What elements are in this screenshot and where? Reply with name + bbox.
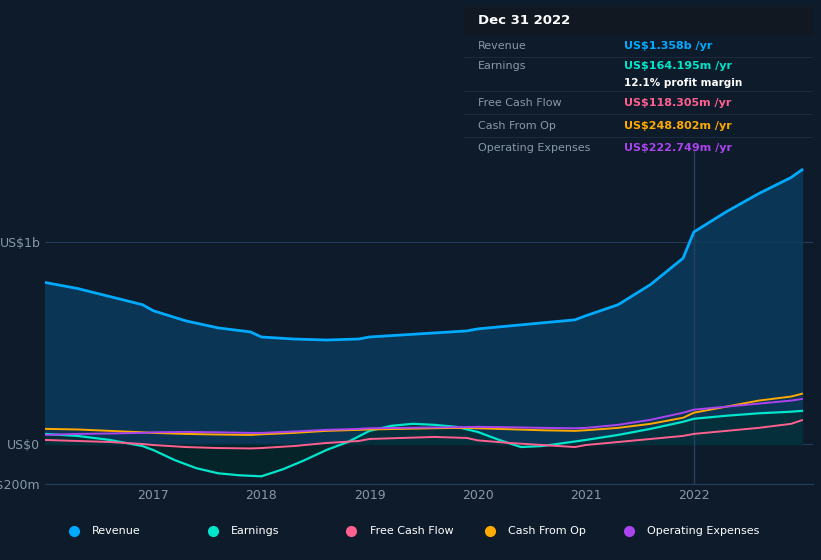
- Text: Free Cash Flow: Free Cash Flow: [369, 526, 453, 535]
- Text: US$248.802m /yr: US$248.802m /yr: [624, 120, 732, 130]
- FancyBboxPatch shape: [464, 7, 813, 35]
- Text: 12.1% profit margin: 12.1% profit margin: [624, 78, 743, 88]
- Text: Dec 31 2022: Dec 31 2022: [478, 15, 570, 27]
- Text: Cash From Op: Cash From Op: [508, 526, 586, 535]
- Text: US$164.195m /yr: US$164.195m /yr: [624, 61, 732, 71]
- Text: US$222.749m /yr: US$222.749m /yr: [624, 143, 732, 153]
- Text: Operating Expenses: Operating Expenses: [478, 143, 590, 153]
- Text: Free Cash Flow: Free Cash Flow: [478, 98, 562, 108]
- Text: Earnings: Earnings: [231, 526, 279, 535]
- Text: Revenue: Revenue: [478, 41, 526, 51]
- Text: Operating Expenses: Operating Expenses: [647, 526, 759, 535]
- Text: Earnings: Earnings: [478, 61, 526, 71]
- Text: US$1.358b /yr: US$1.358b /yr: [624, 41, 713, 51]
- Text: Cash From Op: Cash From Op: [478, 120, 556, 130]
- Text: US$118.305m /yr: US$118.305m /yr: [624, 98, 732, 108]
- Text: Revenue: Revenue: [92, 526, 141, 535]
